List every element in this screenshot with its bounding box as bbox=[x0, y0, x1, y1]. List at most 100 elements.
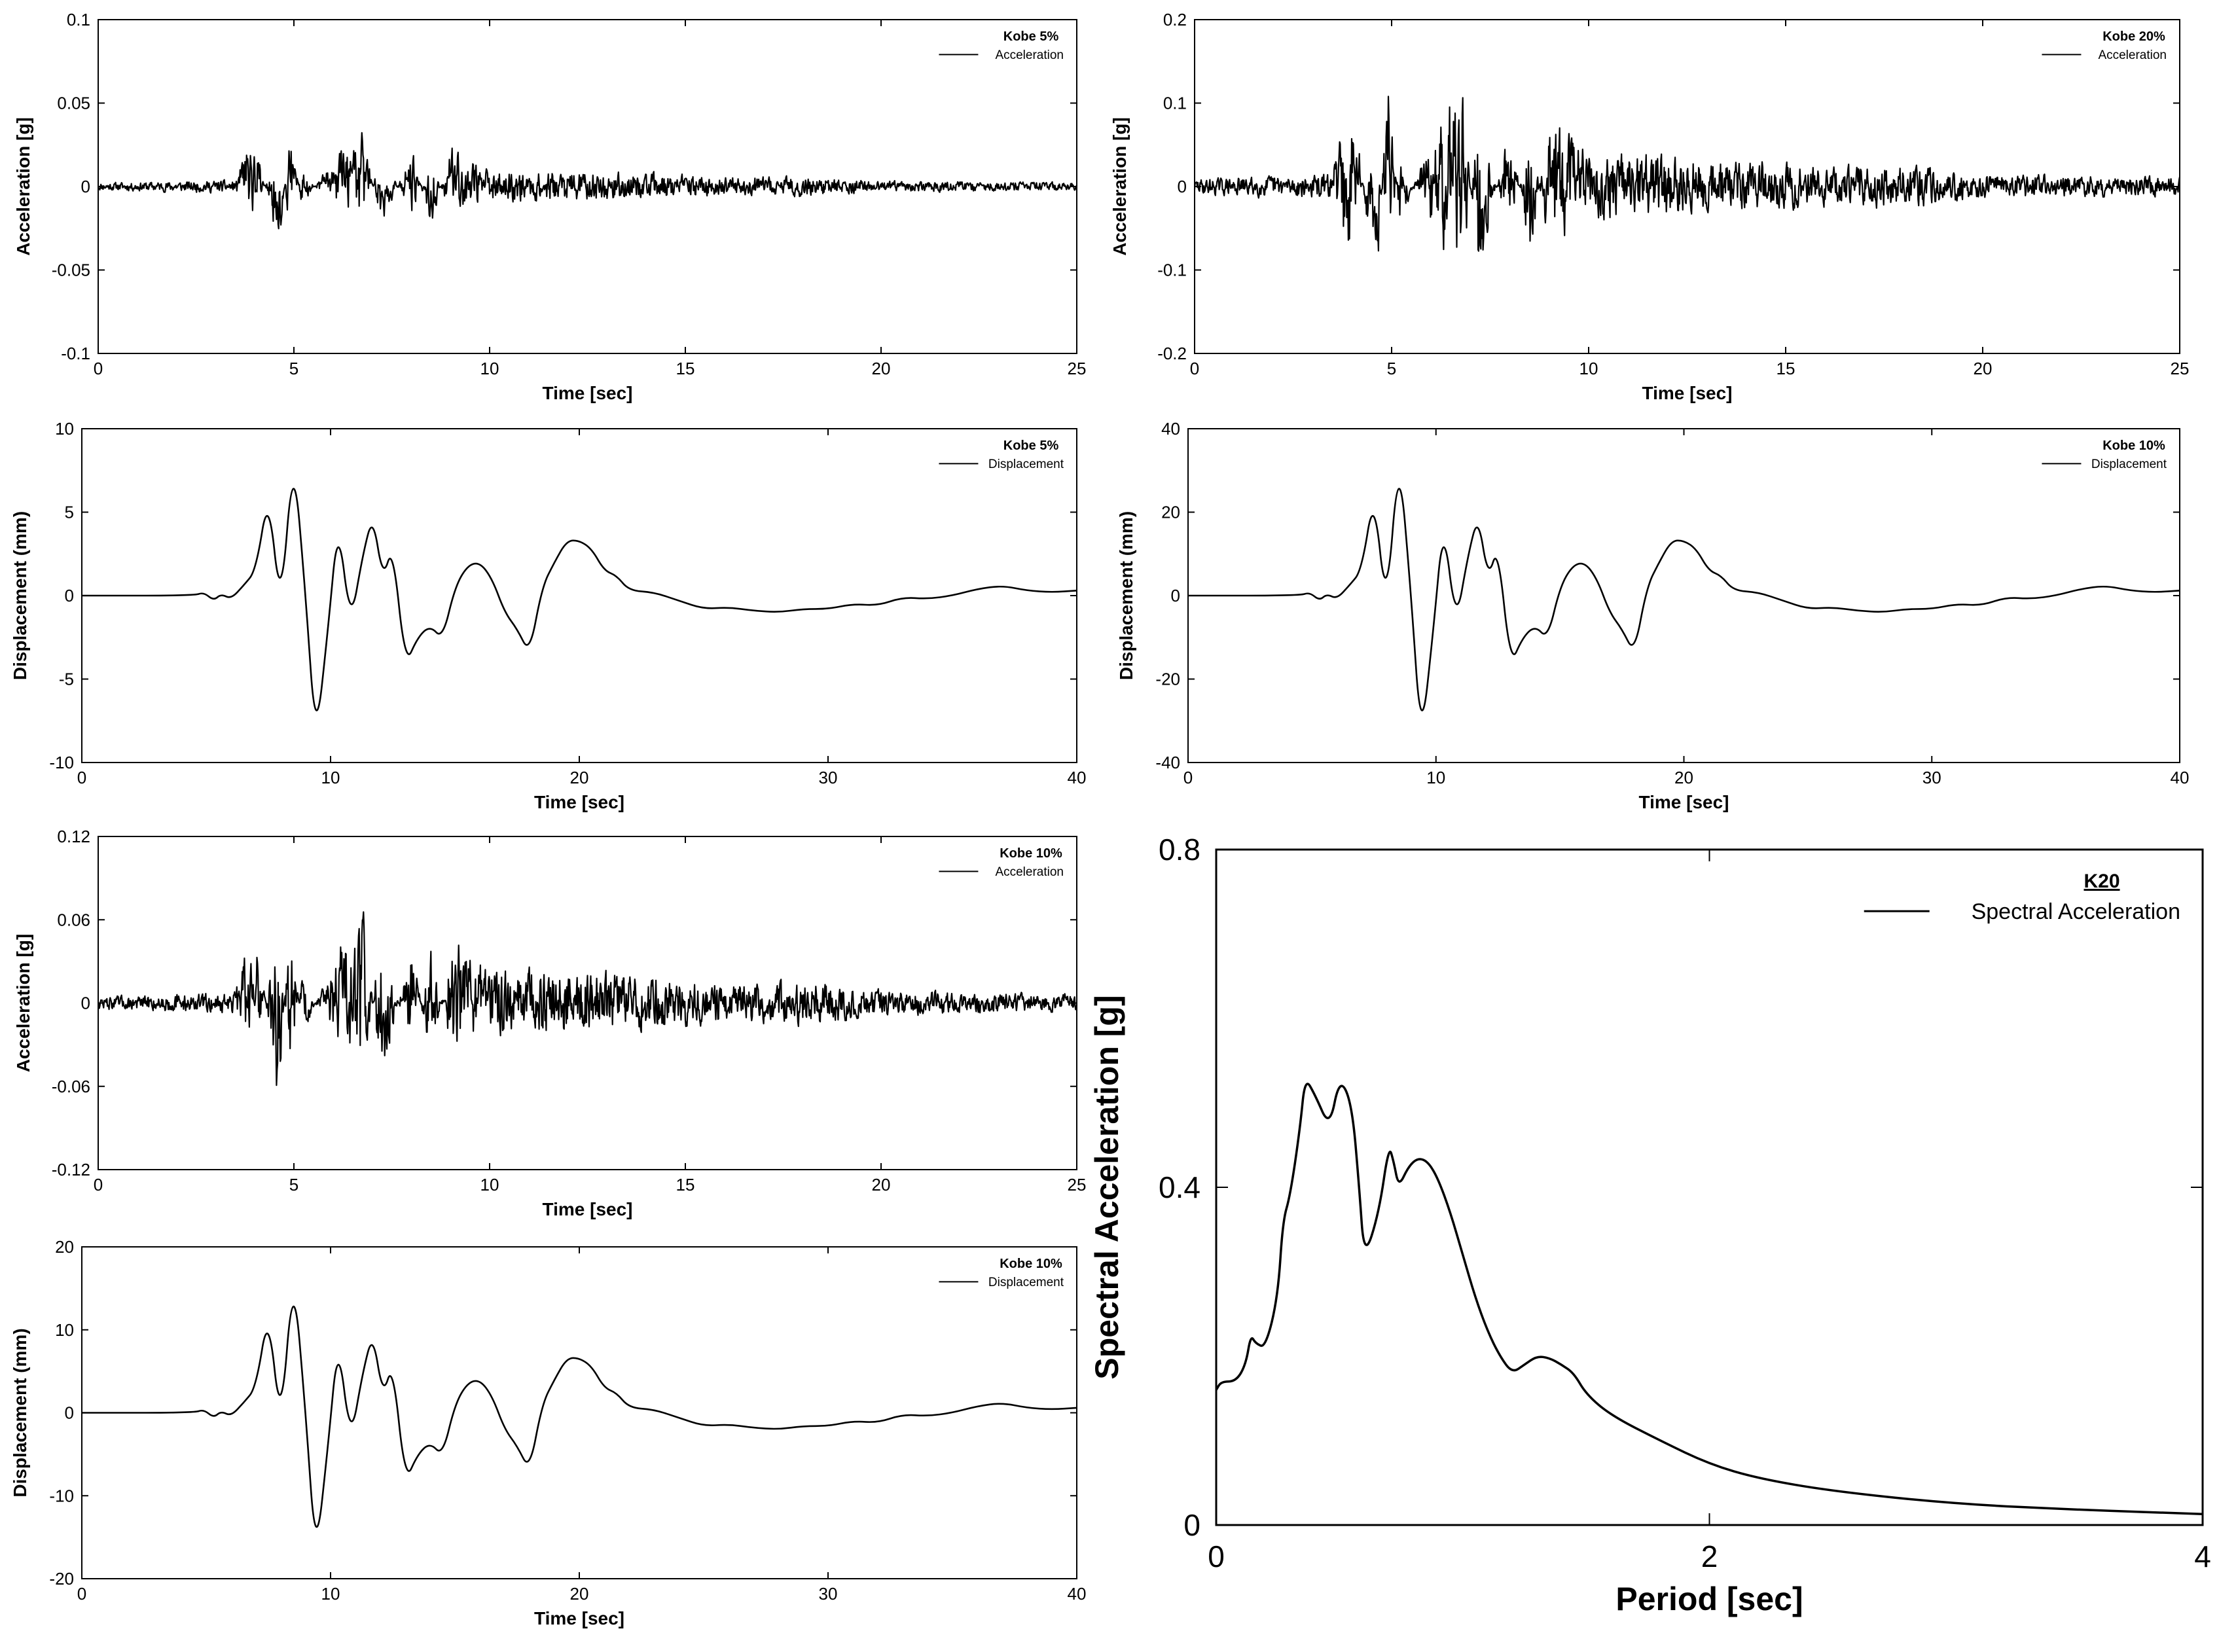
series-line-acceleration bbox=[97, 911, 1078, 1086]
x-tick-label: 0 bbox=[1190, 359, 1199, 378]
x-tick-label: 10 bbox=[321, 1584, 340, 1604]
x-tick-label: 0 bbox=[1183, 768, 1193, 787]
y-tick-label: -0.1 bbox=[1157, 260, 1187, 280]
legend-entry: Displacement bbox=[988, 458, 1064, 471]
y-tick-label: 10 bbox=[55, 419, 74, 439]
chart-kobe5-acc: 0 5 10 15 20 25 -0.1 -0.05 0 0.05 0.1 Time [sec] Acc… bbox=[13, 10, 1086, 403]
y-tick-label: 0 bbox=[81, 177, 90, 196]
x-tick-label: 40 bbox=[2171, 768, 2190, 787]
y-tick-label: 0.12 bbox=[57, 827, 90, 846]
y-axis-label: Displacement (mm) bbox=[1116, 511, 1136, 680]
x-axis-label: Time [sec] bbox=[1639, 792, 1729, 812]
x-tick-label: 30 bbox=[1922, 768, 1941, 787]
x-tick-label: 25 bbox=[1068, 1175, 1087, 1194]
y-tick-label: 0.2 bbox=[1163, 10, 1187, 29]
x-tick-label: 10 bbox=[480, 1175, 499, 1194]
y-axis-label: Displacement (mm) bbox=[10, 1328, 30, 1497]
y-tick-label: -20 bbox=[49, 1569, 74, 1589]
y-axis-label: Acceleration [g] bbox=[1110, 117, 1130, 256]
x-tick-label: 10 bbox=[1426, 768, 1445, 787]
legend-title: Kobe 10% bbox=[1000, 846, 1062, 861]
x-tick-label: 10 bbox=[480, 359, 499, 378]
x-tick-label: 5 bbox=[289, 359, 298, 378]
y-tick-label: 0 bbox=[1178, 177, 1187, 196]
legend-entry: Acceleration bbox=[2098, 48, 2167, 62]
y-tick-label: -40 bbox=[1155, 753, 1180, 772]
y-axis-label: Acceleration [g] bbox=[13, 934, 33, 1073]
plot-frame bbox=[81, 428, 1077, 763]
y-axis-label: Displacement (mm) bbox=[10, 511, 30, 680]
x-tick-label: 25 bbox=[1068, 359, 1087, 378]
legend-entry: Acceleration bbox=[995, 865, 1064, 879]
x-tick-label: 10 bbox=[1579, 359, 1598, 378]
y-tick-label: 0.1 bbox=[67, 10, 90, 29]
x-tick-label: 0 bbox=[1208, 1539, 1225, 1573]
series-line-spectrum bbox=[1215, 1083, 2203, 1515]
x-axis-label: Time [sec] bbox=[543, 383, 633, 403]
legend-entry: Displacement bbox=[988, 1276, 1064, 1289]
y-tick-label: 10 bbox=[55, 1320, 74, 1340]
x-axis-label: Time [sec] bbox=[534, 792, 624, 812]
y-tick-label: 0.8 bbox=[1159, 833, 1200, 867]
x-tick-label: 20 bbox=[1974, 359, 1993, 378]
chart-k20-spectrum: 0 2 4 0 0.4 0.8 Period [sec] Spectral Accelerat… bbox=[1089, 833, 2211, 1617]
legend-title: K20 bbox=[2084, 871, 2120, 892]
x-tick-label: 20 bbox=[1674, 768, 1693, 787]
x-tick-label: 10 bbox=[321, 768, 340, 787]
chart-kobe10-disp-left: 0 10 20 30 40 -20 -10 0 10 20 Time [sec] Displaceme… bbox=[10, 1237, 1086, 1628]
y-tick-label: 0 bbox=[1183, 1508, 1200, 1542]
y-tick-label: 20 bbox=[1161, 503, 1180, 522]
chart-kobe10-disp-right: 0 10 20 30 40 -40 -20 0 20 40 Time [sec] Displaceme… bbox=[1116, 419, 2189, 812]
x-axis-label: Period [sec] bbox=[1615, 1581, 1803, 1617]
x-axis-label: Time [sec] bbox=[534, 1608, 624, 1628]
x-tick-label: 20 bbox=[872, 1175, 891, 1194]
x-tick-label: 20 bbox=[570, 768, 589, 787]
x-axis-label: Time [sec] bbox=[1642, 383, 1733, 403]
legend-title: Kobe 5% bbox=[1003, 439, 1059, 453]
x-tick-label: 5 bbox=[289, 1175, 298, 1194]
series-line-displacement bbox=[81, 488, 1077, 711]
y-tick-label: 0.05 bbox=[57, 94, 90, 113]
x-axis-label: Time [sec] bbox=[543, 1199, 633, 1219]
y-tick-label: -0.06 bbox=[52, 1077, 90, 1096]
chart-kobe20-acc: 0 5 10 15 20 25 -0.2 -0.1 0 0.1 0.2 Time [sec] Accel… bbox=[1110, 10, 2189, 403]
y-tick-label: 40 bbox=[1161, 419, 1180, 439]
x-tick-label: 15 bbox=[1777, 359, 1795, 378]
y-tick-label: -10 bbox=[49, 1486, 74, 1505]
x-tick-label: 5 bbox=[1387, 359, 1396, 378]
series-line-acceleration bbox=[98, 132, 1077, 230]
y-tick-label: 0 bbox=[1171, 586, 1180, 605]
y-tick-label: 0.06 bbox=[57, 910, 90, 929]
y-axis-label: Acceleration [g] bbox=[13, 117, 33, 256]
x-tick-label: 40 bbox=[1068, 1584, 1087, 1604]
x-tick-label: 0 bbox=[77, 768, 86, 787]
x-tick-label: 20 bbox=[570, 1584, 589, 1604]
legend-title: Kobe 20% bbox=[2102, 29, 2165, 44]
y-tick-label: -5 bbox=[59, 670, 74, 689]
y-tick-label: 0 bbox=[81, 994, 90, 1013]
x-tick-label: 15 bbox=[676, 359, 695, 378]
chart-kobe10-acc: 0 5 10 15 20 25 -0.12 -0.06 0 0.06 0.12 Time [sec] A… bbox=[13, 827, 1086, 1219]
x-tick-label: 2 bbox=[1701, 1539, 1718, 1573]
series-line-displacement bbox=[1187, 488, 2180, 711]
x-tick-label: 0 bbox=[94, 1175, 103, 1194]
x-tick-label: 4 bbox=[2194, 1539, 2211, 1573]
legend-title: Kobe 10% bbox=[2102, 439, 2165, 453]
series-line-displacement bbox=[82, 1305, 1077, 1528]
y-tick-label: 20 bbox=[55, 1237, 74, 1257]
series-line-acceleration bbox=[1193, 96, 2181, 252]
legend-title: Kobe 10% bbox=[1000, 1257, 1062, 1271]
y-tick-label: -0.1 bbox=[61, 344, 90, 363]
y-tick-label: 5 bbox=[65, 503, 74, 522]
x-tick-label: 0 bbox=[94, 359, 103, 378]
y-tick-label: -20 bbox=[1155, 670, 1180, 689]
legend-entry: Spectral Acceleration bbox=[1972, 899, 2180, 924]
plot-frame bbox=[1187, 428, 2180, 763]
y-tick-label: 0.4 bbox=[1159, 1170, 1200, 1204]
x-tick-label: 30 bbox=[819, 768, 838, 787]
y-tick-label: 0 bbox=[65, 1403, 74, 1423]
x-tick-label: 20 bbox=[872, 359, 891, 378]
plot-frame bbox=[81, 1246, 1077, 1579]
x-tick-label: 0 bbox=[77, 1584, 86, 1604]
y-tick-label: 0.1 bbox=[1163, 94, 1187, 113]
